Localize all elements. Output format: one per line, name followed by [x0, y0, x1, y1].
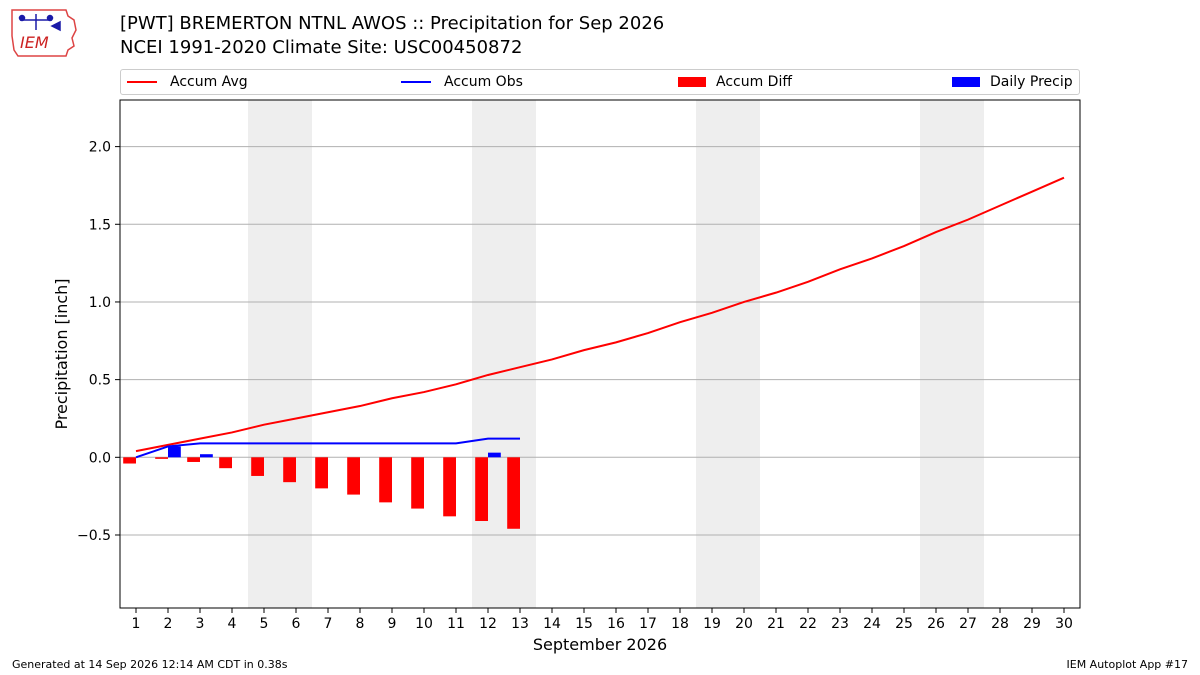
logo-text: IEM: [20, 33, 49, 52]
daily-precip-bar: [168, 446, 181, 458]
x-tick-label: 12: [479, 616, 497, 632]
axis-ticks: −0.50.00.51.01.52.01 2 3 4 5 6 7 8 9 10 11 12 13 14 15…: [77, 140, 1073, 632]
x-tick-label: 18: [671, 616, 689, 632]
y-tick-label: 0.5: [89, 373, 111, 389]
iowa-outline-icon: [11, 9, 77, 57]
accum-avg-line: [135, 176, 1065, 453]
x-tick-label: 21: [767, 616, 785, 632]
y-tick-label: 1.5: [89, 217, 111, 233]
x-tick-label: 28: [991, 616, 1009, 632]
x-tick-label: 29: [1023, 616, 1041, 632]
x-tick-label: 24: [863, 616, 881, 632]
x-tick-label: 19: [703, 616, 721, 632]
weekend-band: [248, 100, 312, 608]
legend: Accum Avg Accum Obs Accum Diff Daily Pre…: [120, 69, 1080, 95]
legend-accum-obs-label: Accum Obs: [444, 74, 523, 90]
weather-station-icon: [18, 14, 61, 32]
daily-precip-bar: [200, 454, 213, 458]
y-tick-label: −0.5: [77, 528, 111, 544]
y-tick-label: 0.0: [89, 450, 111, 466]
weekend-band: [472, 100, 536, 608]
weekend-band: [696, 100, 760, 608]
accum-diff-bar: [347, 457, 360, 495]
accum-diff-bar: [219, 457, 232, 469]
x-tick-label: 6: [292, 616, 301, 632]
legend-accum-diff-swatch: [678, 77, 706, 87]
chart-subtitle: NCEI 1991-2020 Climate Site: USC00450872: [120, 37, 523, 58]
accum-obs-line: [135, 437, 520, 459]
accum-diff-bar: [251, 457, 264, 476]
accum-diff-bar: [123, 457, 136, 464]
x-axis-label: September 2026: [533, 635, 667, 654]
x-tick-label: 8: [356, 616, 365, 632]
legend-accum-diff-label: Accum Diff: [716, 74, 793, 90]
x-tick-label: 9: [388, 616, 397, 632]
weekend-shading: [248, 100, 984, 608]
accum-diff-bar: [155, 457, 168, 459]
accum-diff-bar: [187, 457, 200, 462]
x-tick-label: 23: [831, 616, 849, 632]
x-tick-label: 17: [639, 616, 657, 632]
lines: [135, 176, 1065, 459]
legend-daily-precip: Daily Precip: [952, 73, 1073, 91]
iem-logo: IEM: [11, 9, 77, 57]
x-tick-label: 10: [415, 616, 433, 632]
x-tick-label: 1: [132, 616, 141, 632]
legend-accum-diff: Accum Diff: [678, 73, 792, 91]
bars: [123, 446, 520, 529]
x-tick-label: 14: [543, 616, 561, 632]
accum-diff-bar: [507, 457, 520, 529]
x-tick-label: 22: [799, 616, 817, 632]
x-tick-label: 30: [1055, 616, 1073, 632]
x-tick-label: 3: [196, 616, 205, 632]
legend-accum-avg-label: Accum Avg: [170, 74, 248, 90]
footer-generated: Generated at 14 Sep 2026 12:14 AM CDT in…: [12, 658, 288, 671]
x-tick-label: 20: [735, 616, 753, 632]
x-tick-label: 4: [228, 616, 237, 632]
x-tick-label: 11: [447, 616, 465, 632]
x-tick-label: 13: [511, 616, 529, 632]
legend-daily-precip-label: Daily Precip: [990, 74, 1073, 90]
legend-daily-precip-swatch: [952, 77, 980, 87]
legend-accum-avg: Accum Avg: [127, 73, 248, 91]
x-tick-label: 15: [575, 616, 593, 632]
x-tick-label: 7: [324, 616, 333, 632]
x-tick-label: 2: [164, 616, 173, 632]
x-tick-label: 5: [260, 616, 269, 632]
accum-diff-bar: [411, 457, 424, 509]
footer-app: IEM Autoplot App #17: [1066, 658, 1189, 671]
axes-frame: [119, 99, 1081, 609]
accum-diff-bar: [283, 457, 296, 483]
accum-diff-bar: [443, 457, 456, 517]
legend-accum-obs-swatch: [401, 81, 431, 83]
accum-diff-bar: [379, 457, 392, 503]
legend-accum-obs: Accum Obs: [401, 73, 523, 91]
daily-precip-bar: [488, 452, 501, 458]
y-tick-label: 1.0: [89, 295, 111, 311]
accum-diff-bar: [315, 457, 328, 489]
x-tick-label: 26: [927, 616, 945, 632]
x-tick-label: 16: [607, 616, 625, 632]
accum-diff-bar: [475, 457, 488, 522]
y-tick-label: 2.0: [89, 140, 111, 156]
legend-accum-avg-swatch: [127, 81, 157, 83]
chart-title: [PWT] BREMERTON NTNL AWOS :: Precipitati…: [120, 13, 665, 34]
x-tick-label: 27: [959, 616, 977, 632]
grid-lines: [120, 146, 1080, 536]
weekend-band: [920, 100, 984, 608]
x-tick-label: 25: [895, 616, 913, 632]
y-axis-label: Precipitation [inch]: [52, 278, 71, 429]
